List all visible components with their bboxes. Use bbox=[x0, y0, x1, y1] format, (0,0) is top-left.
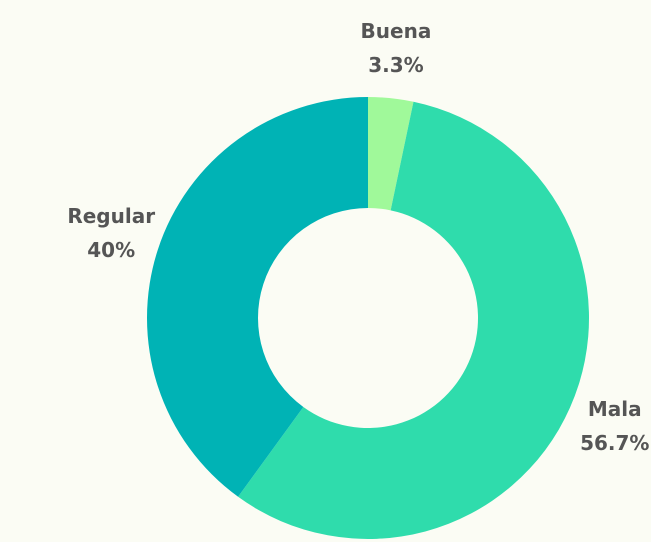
slice-value: 40% bbox=[87, 238, 135, 262]
slice-value: 3.3% bbox=[368, 53, 423, 77]
slice-name: Buena bbox=[361, 19, 432, 43]
donut-slice bbox=[368, 97, 414, 211]
slice-name: Regular bbox=[67, 204, 155, 228]
donut-slice bbox=[147, 97, 368, 497]
slice-name: Mala bbox=[588, 397, 642, 421]
donut-slice bbox=[238, 101, 590, 540]
slice-value: 56.7% bbox=[580, 431, 649, 455]
